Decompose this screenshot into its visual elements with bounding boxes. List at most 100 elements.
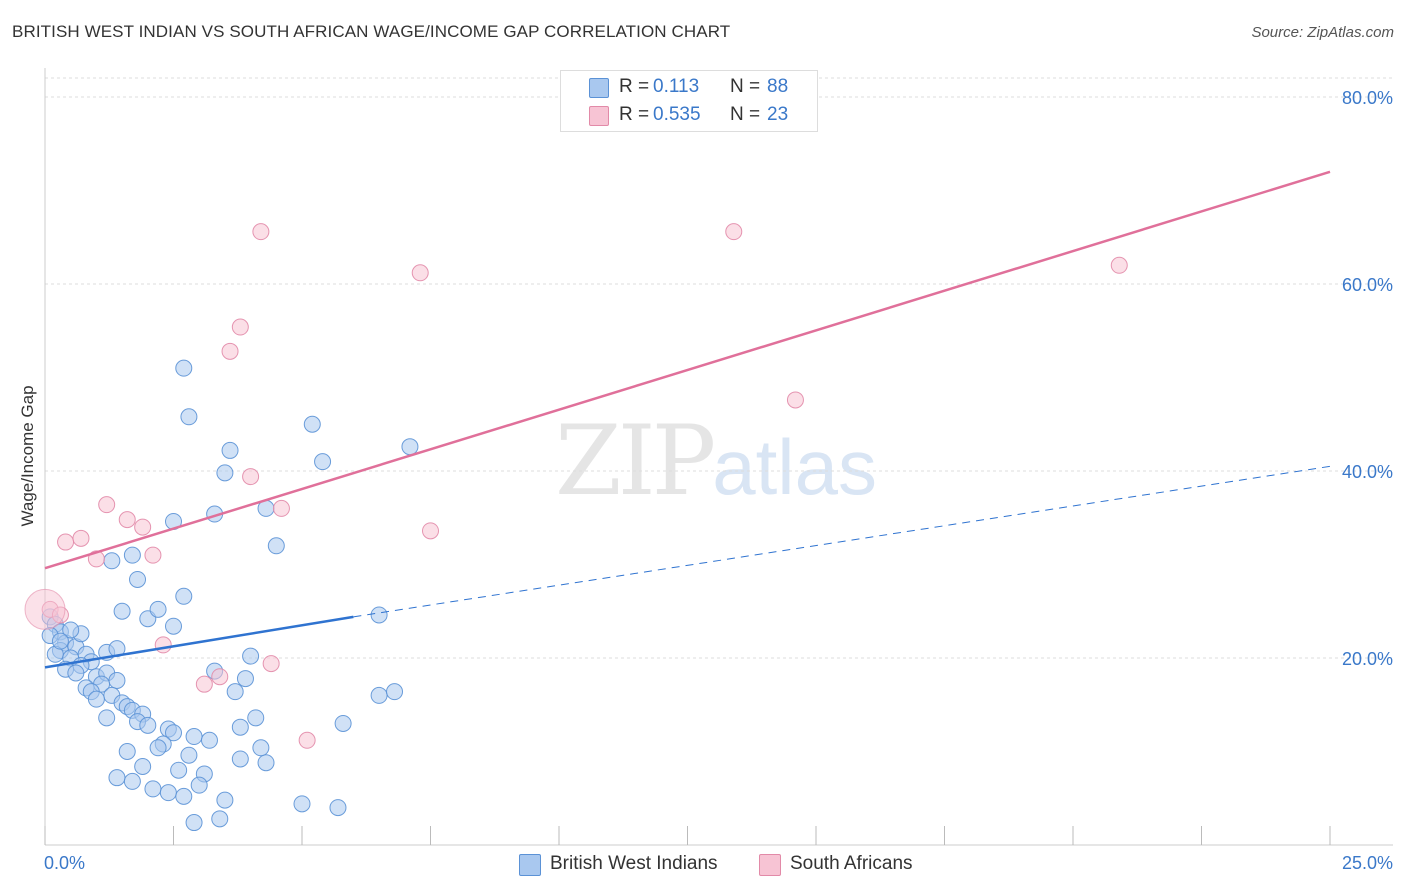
point-british-west-indian xyxy=(314,453,332,471)
point-south-african xyxy=(1110,256,1128,274)
point-british-west-indian xyxy=(231,718,249,736)
point-british-west-indian xyxy=(123,772,141,790)
point-british-west-indian xyxy=(231,750,249,768)
series-legend: British West Indians South Africans xyxy=(0,852,1406,878)
point-south-african xyxy=(272,499,290,517)
x-tick-label: 0.0% xyxy=(44,853,85,873)
point-british-west-indian xyxy=(236,670,254,688)
x-tick-label: 25.0% xyxy=(1342,853,1393,873)
point-british-west-indian xyxy=(149,739,167,757)
y-tick-label: 20.0% xyxy=(1342,649,1393,669)
point-british-west-indian xyxy=(123,546,141,564)
point-south-african xyxy=(422,522,439,540)
point-south-african xyxy=(72,529,90,547)
point-british-west-indian xyxy=(242,647,260,665)
point-british-west-indian xyxy=(165,724,182,742)
point-british-west-indian xyxy=(267,537,285,555)
point-british-west-indian xyxy=(108,769,126,787)
point-british-west-indian xyxy=(190,776,208,794)
point-british-west-indian xyxy=(211,810,229,828)
point-south-african xyxy=(98,496,116,514)
point-british-west-indian xyxy=(175,787,193,805)
point-south-african xyxy=(786,391,804,409)
correlation-legend: R = 0.113 N = 88 R = 0.535 N = 23 xyxy=(560,70,818,132)
point-south-african xyxy=(252,223,270,241)
legend-label-south-africans: South Africans xyxy=(790,853,913,874)
point-british-west-indian xyxy=(185,728,203,746)
point-south-african-cluster xyxy=(24,588,66,630)
point-british-west-indian xyxy=(370,606,388,624)
point-south-african xyxy=(262,655,280,673)
point-south-african xyxy=(57,533,75,551)
legend-swatch-british-west-indians xyxy=(519,854,541,876)
legend-n-label: N = xyxy=(730,76,761,97)
point-british-west-indian xyxy=(180,746,198,764)
legend-row-pink: R = 0.535 N = 23 xyxy=(561,101,817,129)
point-south-african xyxy=(195,675,213,693)
point-british-west-indian xyxy=(103,552,121,570)
legend-swatch-blue xyxy=(589,78,609,98)
point-british-west-indian xyxy=(370,686,388,704)
legend-r-label: R = xyxy=(619,76,650,97)
trend-line-british-west-indians-extension xyxy=(353,465,1331,618)
legend-n-label: N = xyxy=(730,104,761,125)
point-british-west-indian xyxy=(221,441,239,459)
grid-lines xyxy=(45,77,1393,659)
point-british-west-indian xyxy=(165,617,182,635)
point-british-west-indian xyxy=(334,714,352,732)
point-british-west-indian xyxy=(180,408,198,426)
legend-n-value: 23 xyxy=(767,104,789,125)
point-british-west-indian xyxy=(185,814,203,832)
point-british-west-indian xyxy=(113,602,131,620)
legend-r-value: 0.113 xyxy=(653,76,700,97)
point-british-west-indian xyxy=(108,671,126,689)
point-british-west-indian xyxy=(329,799,347,817)
point-british-west-indian xyxy=(149,600,167,618)
point-british-west-indian xyxy=(87,690,105,708)
point-south-african xyxy=(725,223,743,241)
point-british-west-indian xyxy=(216,464,234,482)
point-south-african xyxy=(154,636,172,654)
point-british-west-indian xyxy=(67,664,85,682)
point-south-african xyxy=(298,731,316,749)
point-south-african xyxy=(221,342,239,360)
point-british-west-indian xyxy=(51,632,69,650)
point-british-west-indian xyxy=(200,731,218,749)
point-british-west-indian xyxy=(303,415,321,433)
point-british-west-indian xyxy=(175,587,193,605)
point-british-west-indian xyxy=(129,570,147,588)
point-british-west-indian xyxy=(159,784,177,802)
trend-lines xyxy=(44,170,1331,669)
data-points xyxy=(24,223,1128,832)
point-british-west-indian xyxy=(257,754,275,772)
trend-line-british-west-indians xyxy=(44,615,354,669)
point-british-west-indian xyxy=(144,780,162,798)
point-british-west-indian xyxy=(293,795,311,813)
point-british-west-indian xyxy=(247,709,265,727)
y-tick-label: 60.0% xyxy=(1342,275,1393,295)
legend-row-blue: R = 0.113 N = 88 xyxy=(561,73,817,101)
point-british-west-indian xyxy=(170,761,188,779)
point-british-west-indian xyxy=(118,743,136,760)
point-south-african xyxy=(134,518,152,536)
chart-title: BRITISH WEST INDIAN VS SOUTH AFRICAN WAG… xyxy=(12,22,731,41)
point-british-west-indian xyxy=(226,683,244,701)
y-axis-label: Wage/Income Gap xyxy=(18,385,37,526)
point-south-african xyxy=(118,511,136,529)
point-british-west-indian xyxy=(175,359,193,377)
legend-r-label: R = xyxy=(619,104,650,125)
point-british-west-indian xyxy=(62,621,80,639)
point-british-west-indian xyxy=(386,683,404,701)
trend-line-south-africans xyxy=(44,170,1331,570)
point-south-african xyxy=(144,546,162,564)
source-label: Source: ZipAtlas.com xyxy=(1251,24,1394,41)
legend-label-british-west-indians: British West Indians xyxy=(550,853,718,874)
legend-swatch-south-africans xyxy=(759,854,781,876)
point-british-west-indian xyxy=(401,438,419,456)
legend-swatch-pink xyxy=(589,106,609,126)
point-british-west-indian xyxy=(216,791,234,809)
point-south-african xyxy=(242,468,260,486)
point-south-african xyxy=(231,318,249,336)
axes xyxy=(44,68,1393,846)
